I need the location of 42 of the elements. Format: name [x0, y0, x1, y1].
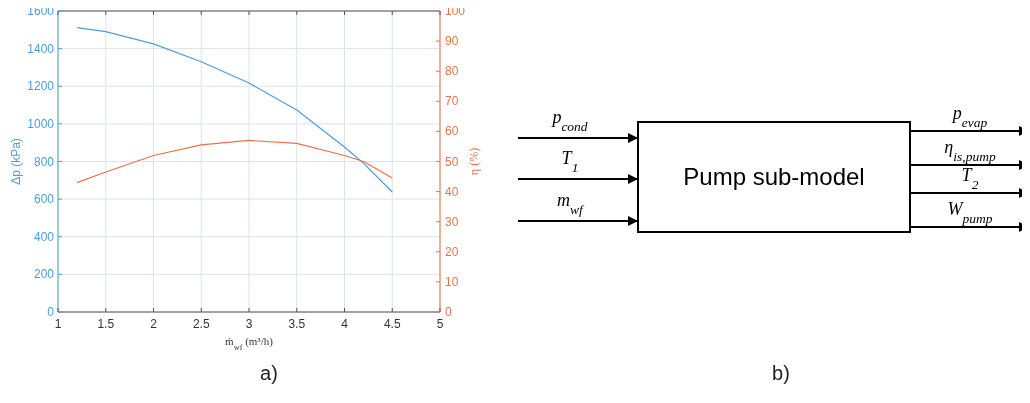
x-tick-label: 1.5 [97, 317, 115, 331]
x-axis-title: ṁ$_{wf}$ (m³/h) [225, 335, 274, 352]
y2-tick-label: 40 [445, 184, 459, 199]
y-tick-label: 200 [33, 267, 55, 282]
text: W$_{pump}$ [947, 199, 993, 226]
y-tick-label: 1000 [27, 116, 55, 131]
x-tick-label: 4.5 [383, 317, 401, 331]
y2-tick-label: 0 [445, 305, 452, 319]
y2-tick-label: 60 [445, 124, 459, 139]
text: T$_{1}$ [561, 148, 579, 175]
y2-axis-title: η (%) [467, 147, 481, 176]
x-tick-label: 5 [436, 317, 444, 331]
y2-tick-label: 30 [445, 214, 459, 229]
y2-tick-label: 70 [445, 94, 459, 109]
y2-tick-label: 20 [445, 244, 459, 259]
y-tick-label: 0 [47, 305, 55, 319]
text: a) [260, 362, 278, 384]
y2-tick-label: 10 [445, 274, 459, 289]
x-tick-label: 2.5 [192, 317, 210, 331]
x-tick-label: 1 [54, 317, 62, 331]
y-tick-label: 800 [33, 154, 55, 169]
y2-tick-label: 90 [445, 34, 459, 49]
text: p$_{cond}$ [550, 107, 588, 134]
y-tick-label: 600 [33, 192, 55, 207]
y2-tick-label: 80 [445, 64, 459, 79]
x-tick-label: 4 [341, 317, 349, 331]
line-series [76, 26, 393, 193]
y-tick-label: 400 [33, 229, 55, 244]
text: b) [772, 362, 790, 384]
y2-tick-label: 50 [445, 154, 459, 169]
line-series [76, 139, 393, 184]
text: Pump sub-model [683, 163, 865, 190]
x-tick-label: 3.5 [288, 317, 306, 331]
y-tick-label: 1200 [27, 79, 55, 94]
x-tick-label: 2 [150, 317, 158, 331]
y-tick-label: 1400 [27, 41, 55, 56]
text: m$_{wf}$ [557, 190, 586, 217]
x-tick-label: 3 [245, 317, 253, 331]
text: p$_{evap}$ [950, 103, 988, 130]
text: η$_{is,pump}$ [944, 137, 996, 164]
y-axis-title: Δp (kPa) [9, 138, 23, 185]
text: T$_{2}$ [961, 165, 979, 192]
